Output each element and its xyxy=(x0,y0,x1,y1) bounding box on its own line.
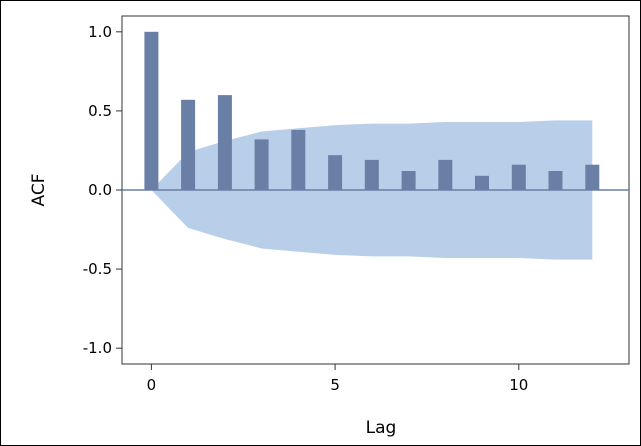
acf-bar-lag-1 xyxy=(181,99,196,190)
x-tick-label: 0 xyxy=(147,376,157,394)
acf-bar-lag-0 xyxy=(144,31,159,190)
acf-bar-lag-4 xyxy=(291,129,306,190)
acf-bar-lag-3 xyxy=(254,139,269,190)
y-tick-label: -0.5 xyxy=(83,260,112,278)
acf-bar-lag-8 xyxy=(438,159,453,190)
acf-bar-lag-11 xyxy=(548,171,563,190)
y-axis-label: ACF xyxy=(29,174,49,207)
y-tick-label: 0.0 xyxy=(88,181,112,199)
y-tick-label: 0.5 xyxy=(88,102,112,120)
y-tick-label: -1.0 xyxy=(83,339,112,357)
y-tick-label: 1.0 xyxy=(88,23,112,41)
x-tick-label: 10 xyxy=(509,376,528,394)
acf-bar-lag-9 xyxy=(475,175,489,190)
acf-bar-lag-6 xyxy=(364,159,379,190)
bars-group xyxy=(144,31,600,190)
acf-bar-lag-5 xyxy=(328,155,343,190)
y-axis: 1.0 0.5 0.0 -0.5 -1.0 xyxy=(83,23,122,357)
acf-bar-lag-12 xyxy=(585,164,600,190)
acf-bar-lag-10 xyxy=(511,164,526,190)
x-axis: 0 5 10 xyxy=(147,364,528,394)
x-axis-label: Lag xyxy=(366,418,397,438)
acf-bar-lag-2 xyxy=(217,95,232,190)
acf-bar-lag-7 xyxy=(401,171,416,190)
x-tick-label: 5 xyxy=(330,376,340,394)
